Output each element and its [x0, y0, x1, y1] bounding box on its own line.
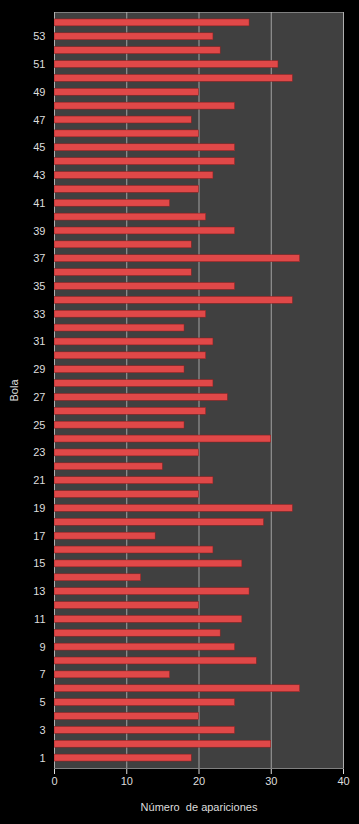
svg-text:31: 31 [33, 335, 45, 347]
svg-text:11: 11 [34, 613, 45, 625]
svg-text:21: 21 [33, 474, 45, 486]
svg-text:1: 1 [39, 752, 45, 764]
svg-text:41: 41 [33, 197, 45, 209]
svg-text:23: 23 [33, 446, 45, 458]
svg-text:20: 20 [193, 775, 205, 787]
svg-text:35: 35 [33, 280, 45, 292]
svg-text:30: 30 [265, 775, 277, 787]
svg-text:7: 7 [39, 668, 45, 680]
svg-text:5: 5 [39, 696, 45, 708]
svg-text:Bola: Bola [8, 379, 20, 402]
svg-text:51: 51 [33, 58, 45, 70]
svg-text:Número de apariciones: Número de apariciones [141, 801, 258, 813]
svg-text:25: 25 [33, 419, 45, 431]
svg-text:33: 33 [33, 308, 45, 320]
svg-text:13: 13 [33, 585, 45, 597]
svg-text:45: 45 [33, 141, 45, 153]
svg-text:49: 49 [33, 86, 45, 98]
svg-text:53: 53 [33, 30, 45, 42]
svg-text:19: 19 [33, 502, 45, 514]
svg-text:10: 10 [121, 775, 133, 787]
svg-text:3: 3 [39, 724, 45, 736]
svg-text:47: 47 [33, 114, 45, 126]
svg-text:17: 17 [33, 530, 45, 542]
svg-text:40: 40 [337, 775, 349, 787]
svg-text:15: 15 [33, 557, 45, 569]
svg-text:0: 0 [51, 775, 57, 787]
svg-text:29: 29 [33, 363, 45, 375]
svg-text:9: 9 [39, 641, 45, 653]
svg-text:37: 37 [33, 252, 45, 264]
svg-text:39: 39 [33, 224, 45, 236]
svg-text:43: 43 [33, 169, 45, 181]
svg-text:27: 27 [33, 391, 45, 403]
